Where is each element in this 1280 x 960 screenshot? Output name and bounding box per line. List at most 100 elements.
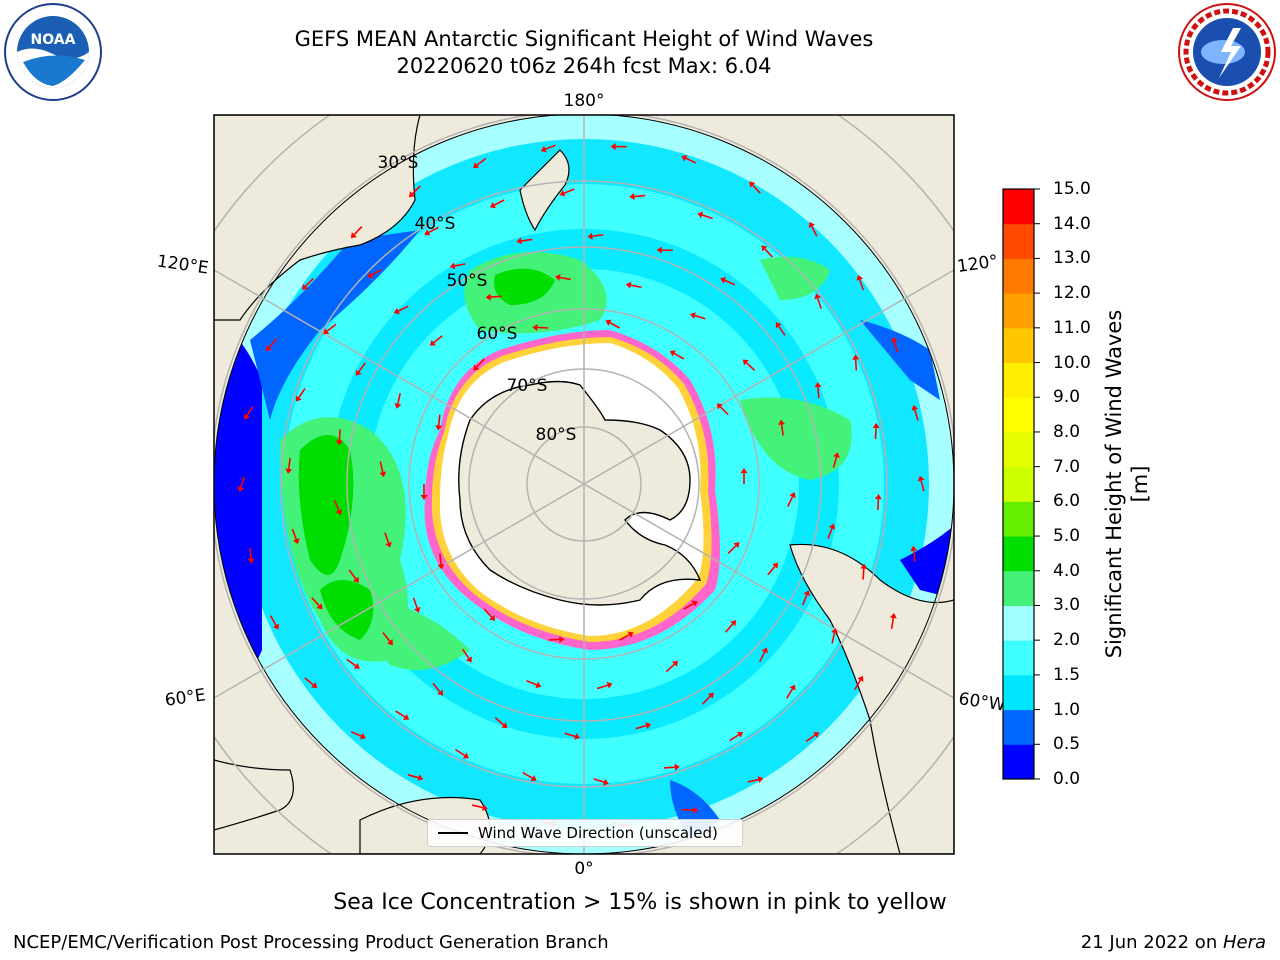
wind-wave-arrow-shaft (890, 617, 895, 629)
wind-wave-arrow-shaft (914, 409, 919, 421)
lon-label-bottom: 0° (574, 859, 593, 879)
wind-wave-arrow-shaft (701, 214, 713, 220)
colorbar-tick-label: 10.0 (1053, 352, 1091, 373)
wind-wave-arrow-shaft (379, 461, 384, 473)
wind-wave-arrow-head (720, 277, 727, 284)
wind-wave-arrow-head (403, 714, 410, 720)
wind-wave-arrow-shaft (724, 279, 736, 286)
wind-wave-arrow-head (889, 613, 897, 619)
wind-wave-arrow-shaft (371, 268, 382, 276)
wind-wave-arrow-shaft (747, 778, 759, 783)
wind-wave-arrow-head (872, 422, 880, 429)
wind-wave-arrow-shaft (382, 632, 391, 642)
wind-wave-arrow-shaft (407, 774, 419, 779)
wind-wave-arrow-shaft (634, 194, 646, 198)
footer-date-text: 21 Jun 2022 on (1080, 932, 1223, 953)
wind-wave-arrow-head (424, 229, 431, 236)
wind-wave-arrow-shaft (673, 352, 685, 360)
wind-wave-arrow-shaft (862, 568, 865, 580)
colorbar-tickmarks (1034, 188, 1040, 780)
wind-wave-arrow-shaft (333, 500, 340, 511)
footer-credit: NCEP/EMC/Verification Post Processing Pr… (13, 932, 609, 953)
wind-wave-arrow-head (359, 732, 366, 740)
wind-wave-arrow-shaft (683, 602, 694, 610)
wind-wave-arrow-shaft (764, 248, 773, 258)
wind-wave-arrow-head (690, 312, 696, 319)
wind-wave-arrow-head (733, 542, 740, 549)
wind-wave-arrow-head (833, 452, 840, 458)
wind-wave-arrow-head (757, 776, 764, 783)
map-legend: Wind Wave Direction (unscaled) (427, 819, 743, 847)
chart-subtitle: 20220620 t06z 264h fcst Max: 6.04 (396, 54, 772, 78)
wind-wave-arrow-head (272, 623, 279, 630)
wind-wave-arrow-shaft (827, 528, 833, 539)
colorbar-tick-label: 8.0 (1053, 421, 1081, 442)
wind-wave-arrow-shaft (521, 238, 533, 242)
wind-wave-arrow-shaft (304, 677, 314, 686)
graticule (214, 115, 954, 854)
wind-wave-arrow-shaft (767, 565, 776, 576)
lon-label-lower-right: 60°W (957, 689, 1006, 715)
wind-wave-arrow-shaft (346, 658, 357, 667)
colorbar-tick-label: 12.0 (1053, 283, 1091, 304)
wind-wave-arrow-shaft (490, 295, 502, 298)
colorbar-segment (1003, 293, 1034, 329)
antarctica (458, 380, 702, 606)
wind-wave-arrow-head (302, 283, 309, 290)
wind-wave-arrow-head (244, 413, 250, 420)
wind-wave-arrow-head (736, 731, 744, 738)
wind-wave-arrow-head (749, 181, 756, 188)
chart-title: GEFS MEAN Antarctic Significant Height o… (294, 27, 874, 51)
lat-label-30s: 30°S (378, 153, 419, 173)
colorbar-tick-label: 11.0 (1053, 317, 1091, 338)
wind-wave-arrow-head (910, 545, 918, 552)
wind-wave-arrow-shaft (412, 597, 418, 609)
wind-wave-arrow-head (681, 155, 688, 162)
wind-wave-arrow-head (742, 359, 749, 366)
wind-wave-arrow-head (393, 307, 400, 315)
wind-wave-arrow-head (385, 541, 392, 548)
south-america (789, 543, 954, 854)
wind-wave-arrow-shaft (685, 157, 697, 164)
colorbar-segment (1003, 640, 1034, 676)
wind-wave-arrow-head (437, 563, 445, 570)
legend-line-icon (438, 832, 468, 834)
wind-wave-arrow-head (316, 603, 323, 610)
wind-wave-arrow-head (716, 403, 723, 410)
wind-wave-arrow-head (335, 509, 343, 516)
colorbar-segment (1003, 397, 1034, 433)
wind-wave-arrow-shaft (493, 199, 505, 206)
wind-wave-arrow-shaft (432, 682, 441, 693)
wind-wave-arrow-shaft (811, 226, 818, 237)
wind-wave-arrow-head (413, 606, 421, 613)
wind-wave-arrow-head (697, 211, 704, 219)
wind-wave-arrow-shaft (384, 532, 390, 544)
wind-wave-arrow-head (610, 143, 616, 151)
colorbar-segment (1003, 327, 1034, 364)
lon-label-upper-right: 120° (956, 251, 999, 277)
wind-wave-arrow-shaft (787, 496, 794, 507)
new-zealand (519, 149, 570, 232)
wind-wave-arrow-shaft (494, 717, 505, 726)
colorbar-segment (1003, 501, 1034, 537)
wind-wave-arrow-shaft (291, 528, 297, 540)
colorbar-tick-label: 3.0 (1053, 595, 1081, 616)
lat-label-40s: 40°S (415, 214, 456, 234)
wind-wave-arrow-shaft (326, 323, 337, 332)
wind-wave-arrow-shaft (559, 276, 571, 281)
wind-wave-arrow-shaft (483, 608, 493, 618)
wind-wave-arrow-shaft (694, 314, 706, 320)
colorbar-tick-label: 13.0 (1053, 248, 1091, 269)
colorbar-tick-label: 1.0 (1053, 699, 1081, 720)
wind-wave-arrow-shaft (476, 157, 487, 166)
colorbar-segment (1003, 709, 1034, 745)
wind-wave-arrow-shaft (348, 569, 357, 580)
wind-wave-arrow-shaft (338, 429, 341, 441)
lon-label-top: 180° (564, 91, 605, 111)
wind-wave-arrow-head (408, 191, 415, 198)
wind-wave-arrow-shaft (476, 358, 485, 368)
wind-wave-arrow-head (555, 274, 561, 281)
colorbar-segment (1003, 431, 1034, 468)
colorbar-tick-label: 6.0 (1053, 491, 1081, 512)
wind-wave-arrow-head (465, 656, 472, 663)
